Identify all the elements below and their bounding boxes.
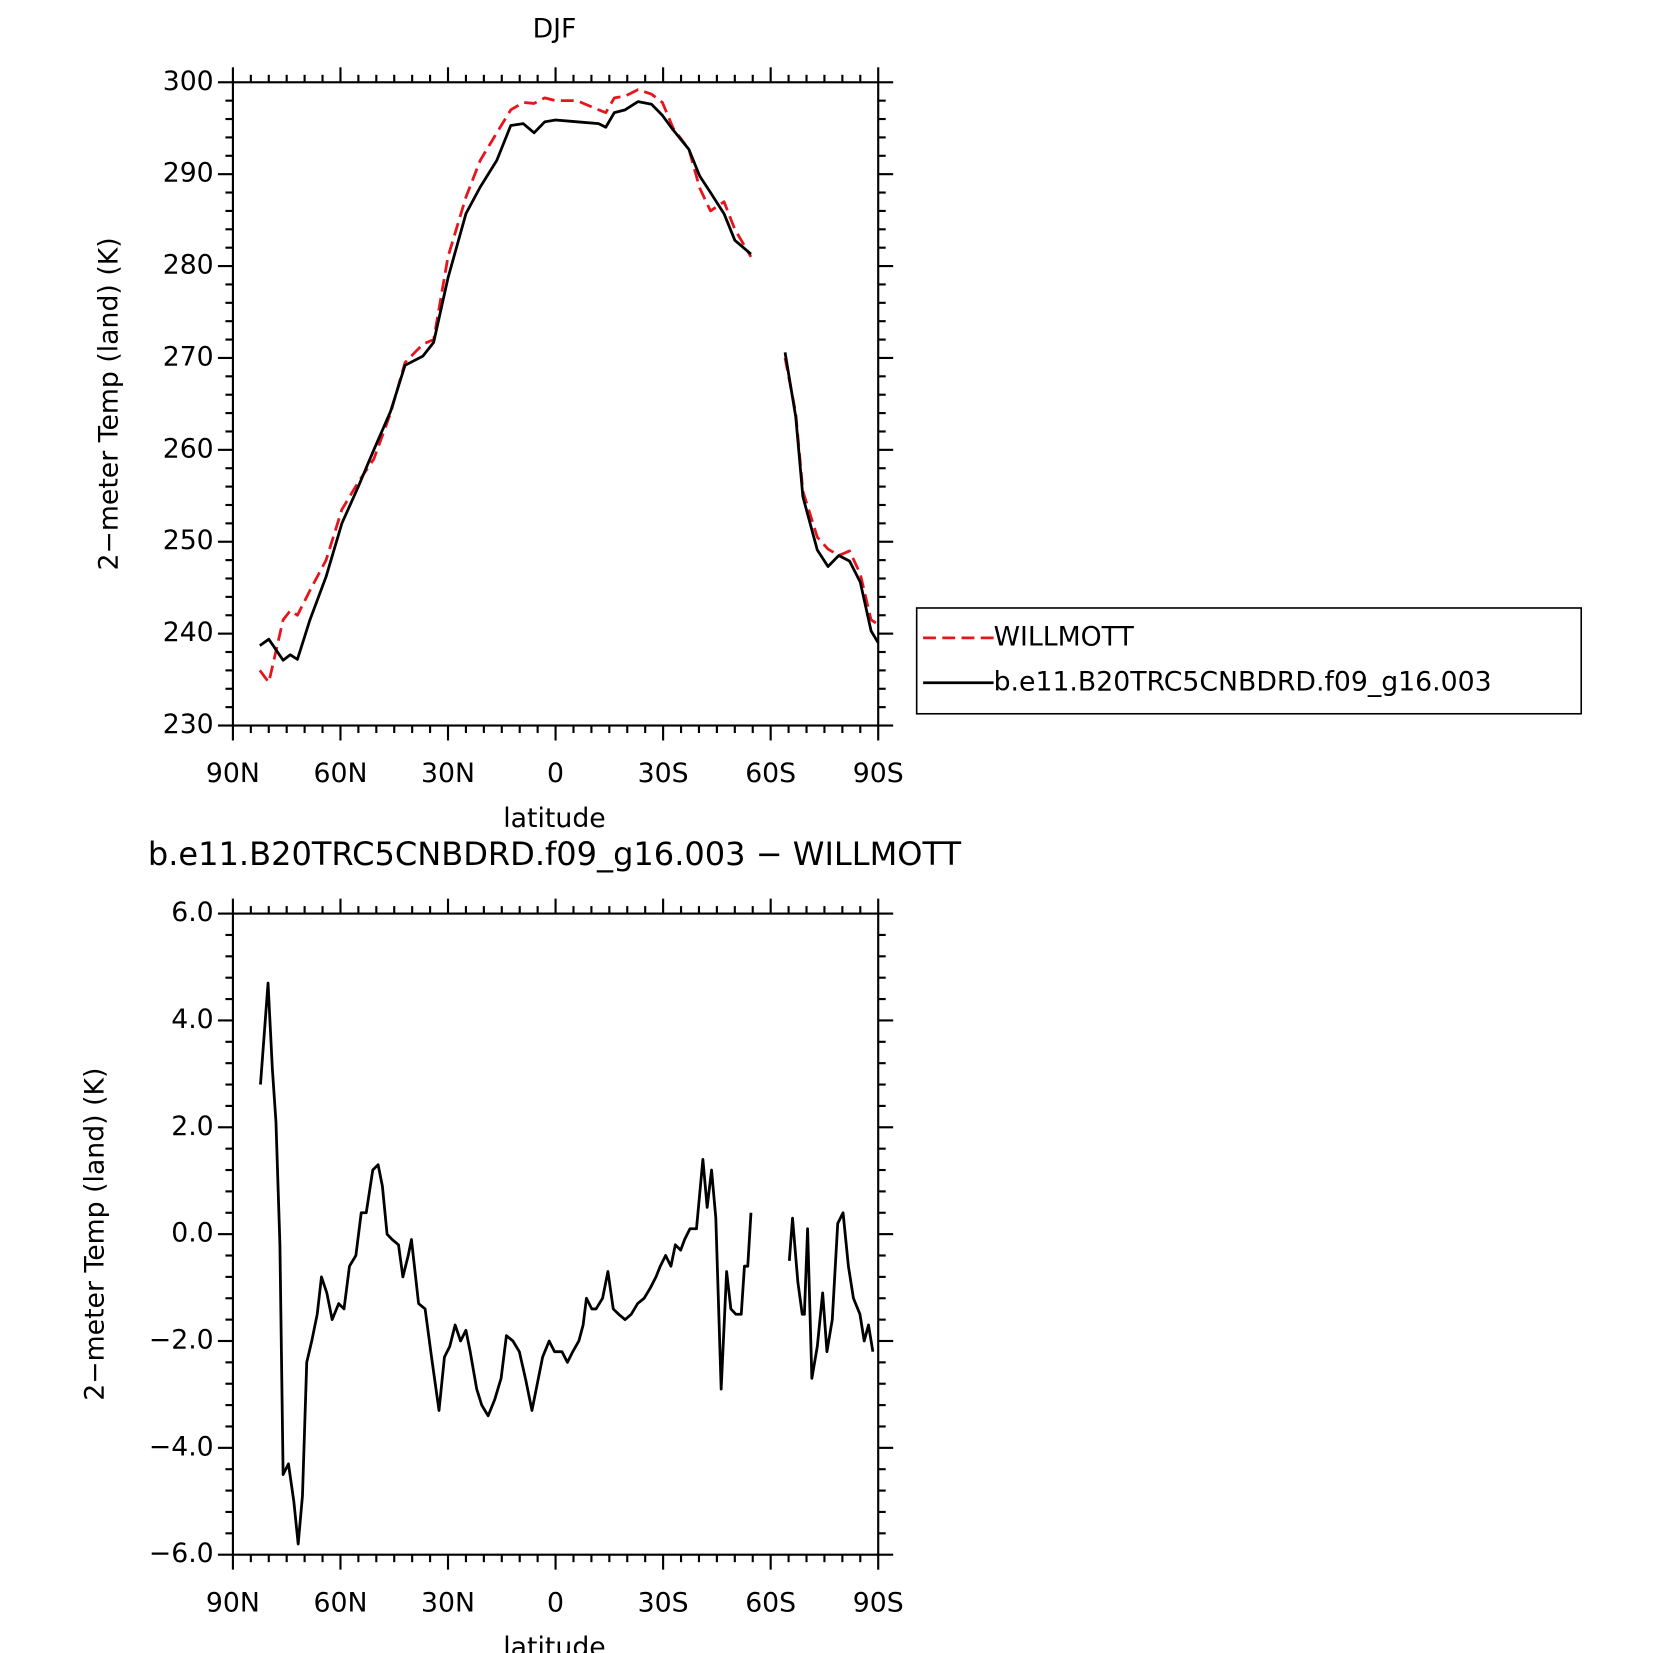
- data-line: [259, 981, 875, 1546]
- y-tick-label: 0.0: [171, 1218, 213, 1249]
- y-tick-label: 290: [163, 158, 214, 189]
- data-line: [259, 100, 880, 662]
- y-axis-label: 2−meter Temp (land) (K): [94, 237, 125, 570]
- x-tick-label: 90S: [853, 1587, 904, 1618]
- x-tick-label: 30S: [638, 1587, 689, 1618]
- y-tick-label: 4.0: [171, 1004, 213, 1035]
- y-tick-label: −4.0: [149, 1431, 214, 1462]
- x-tick-label: 30S: [638, 758, 689, 789]
- y-tick-label: 280: [163, 250, 214, 281]
- y-tick-label: −2.0: [149, 1324, 214, 1355]
- x-tick-label: 30N: [421, 758, 475, 789]
- legend-box: [915, 607, 1583, 715]
- y-tick-label: 230: [163, 709, 214, 740]
- y-tick-label: 300: [163, 66, 214, 97]
- x-tick-label: 90N: [206, 758, 260, 789]
- legend-label: WILLMOTT: [994, 621, 1135, 652]
- x-tick-label: 60S: [745, 1587, 796, 1618]
- y-tick-label: 260: [163, 433, 214, 464]
- x-axis-label: latitude: [503, 803, 605, 834]
- y-tick-label: 2.0: [171, 1111, 213, 1142]
- plot-frame: [231, 81, 880, 727]
- y-axis-label: 2−meter Temp (land) (K): [80, 1068, 111, 1401]
- y-tick-label: 270: [163, 341, 214, 372]
- data-line: [258, 88, 879, 684]
- x-tick-label: 0: [547, 758, 564, 789]
- x-tick-label: 60N: [313, 1587, 367, 1618]
- x-tick-label: 90S: [853, 758, 904, 789]
- y-tick-label: 6.0: [171, 897, 213, 928]
- x-tick-label: 30N: [421, 1587, 475, 1618]
- y-tick-label: 240: [163, 617, 214, 648]
- legend-label: b.e11.B20TRC5CNBDRD.f09_g16.003: [994, 666, 1492, 697]
- y-tick-label: 250: [163, 525, 214, 556]
- plot-frame: [231, 912, 880, 1556]
- x-axis-label: latitude: [503, 1632, 605, 1653]
- x-tick-label: 60N: [313, 758, 367, 789]
- x-tick-label: 60S: [745, 758, 796, 789]
- x-tick-label: 90N: [206, 1587, 260, 1618]
- chart-title: b.e11.B20TRC5CNBDRD.f09_g16.003 − WILLMO…: [148, 835, 962, 873]
- x-tick-label: 0: [547, 1587, 564, 1618]
- chart-title: DJF: [533, 13, 577, 44]
- y-tick-label: −6.0: [149, 1538, 214, 1569]
